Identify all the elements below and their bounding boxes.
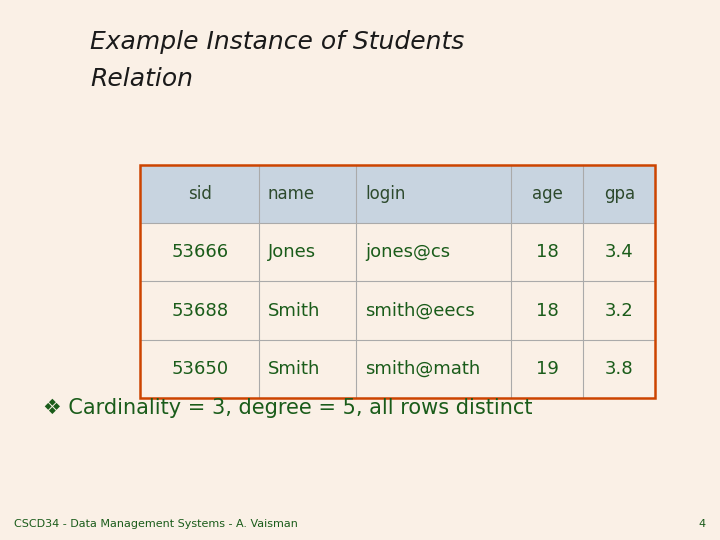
Text: ❖ Cardinality = 3, degree = 5, all rows distinct: ❖ Cardinality = 3, degree = 5, all rows … [43, 397, 533, 418]
Text: sid: sid [188, 185, 212, 203]
Text: Relation: Relation [90, 68, 193, 91]
Text: Jones: Jones [268, 243, 316, 261]
Text: Example Instance of Students: Example Instance of Students [90, 30, 464, 53]
Bar [140, 165, 655, 223]
Text: 3.2: 3.2 [605, 301, 634, 320]
Text: 18: 18 [536, 243, 559, 261]
Text: 19: 19 [536, 360, 559, 378]
Bar [140, 223, 655, 281]
Bar [140, 281, 655, 340]
Text: CSCD34 - Data Management Systems - A. Vaisman: CSCD34 - Data Management Systems - A. Va… [14, 519, 298, 529]
Text: gpa: gpa [603, 185, 635, 203]
Text: login: login [365, 185, 405, 203]
Text: Smith: Smith [268, 360, 320, 378]
Text: 53650: 53650 [171, 360, 228, 378]
Bar [140, 340, 655, 398]
Bar [140, 165, 655, 398]
Text: age: age [532, 185, 562, 203]
Text: name: name [268, 185, 315, 203]
Text: smith@math: smith@math [365, 360, 480, 378]
Text: 53666: 53666 [171, 243, 228, 261]
Text: 53688: 53688 [171, 301, 228, 320]
Text: 3.8: 3.8 [605, 360, 634, 378]
Text: smith@eecs: smith@eecs [365, 301, 474, 320]
Text: jones@cs: jones@cs [365, 243, 450, 261]
Text: 4: 4 [698, 519, 706, 529]
Text: 18: 18 [536, 301, 559, 320]
Text: Smith: Smith [268, 301, 320, 320]
Text: 3.4: 3.4 [605, 243, 634, 261]
